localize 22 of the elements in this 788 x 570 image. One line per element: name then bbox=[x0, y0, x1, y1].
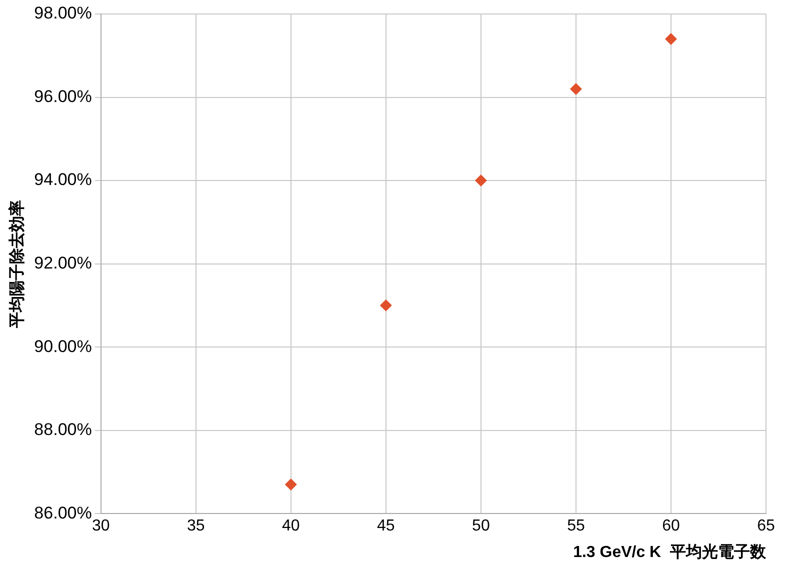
x-tick-label: 65 bbox=[757, 518, 775, 535]
y-tick-label: 96.00% bbox=[34, 86, 92, 106]
x-tick-label: 55 bbox=[567, 518, 585, 535]
x-tick-label: 30 bbox=[92, 518, 110, 535]
point bbox=[664, 32, 677, 45]
y-axis-title: 平均陽子除去効率 bbox=[7, 200, 26, 329]
point bbox=[570, 82, 582, 95]
y-tick-label: 94.00% bbox=[34, 170, 92, 190]
point bbox=[284, 478, 297, 490]
x-tick-label: 35 bbox=[186, 518, 205, 535]
y-tick-label: 90.00% bbox=[34, 336, 92, 356]
x-tick-label: 40 bbox=[282, 518, 300, 535]
x-tick-label: 45 bbox=[377, 518, 395, 535]
y-tick-label: 88.00% bbox=[34, 420, 92, 440]
y-tick-label: 86.00% bbox=[34, 503, 92, 522]
x-tick-label: 50 bbox=[472, 518, 490, 535]
x-tick-label: 60 bbox=[662, 518, 680, 535]
point bbox=[380, 299, 392, 312]
y-tick-label: 98.00% bbox=[34, 4, 92, 23]
y-tick-label: 92.00% bbox=[34, 253, 92, 272]
x-axis-title: 1.3 GeV/c K 平均光電子数 bbox=[573, 542, 767, 561]
point bbox=[474, 174, 487, 187]
